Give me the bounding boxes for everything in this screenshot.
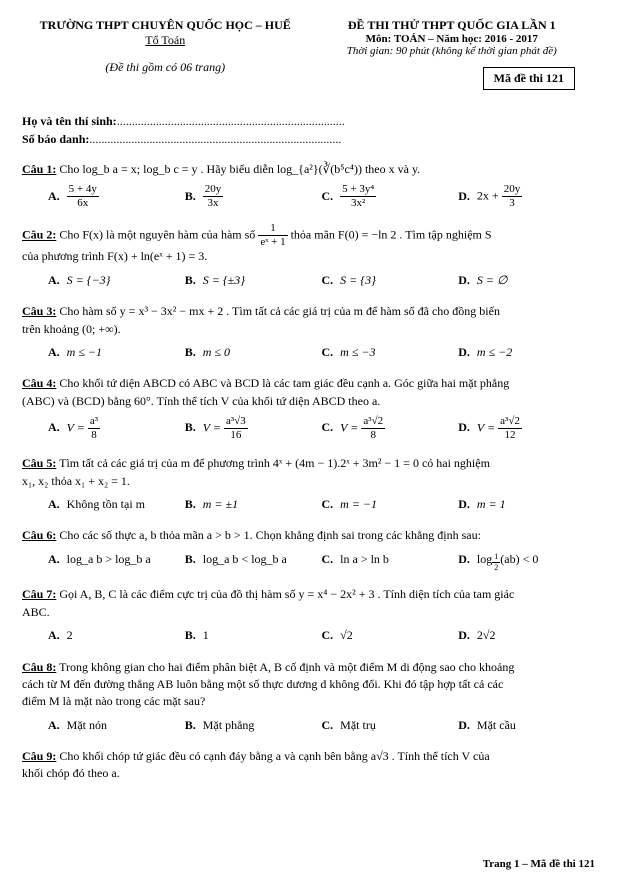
q2-p3: của phương trình F(x) + ln(eˣ + 1) = 3. <box>22 248 595 265</box>
q4-C: C. V = a³√28 <box>322 416 459 441</box>
q1-D: D. 2x + 20y3 <box>458 184 595 209</box>
q4-options: A. V = a³8 B. V = a³√316 C. V = a³√28 D.… <box>22 416 595 441</box>
exam-subject: Môn: TOÁN – Năm học: 2016 - 2017 <box>309 33 596 45</box>
q5-D: D. m = 1 <box>458 496 595 513</box>
q1-options: A. 5 + 4y6x B. 20y3x C. 5 + 3y⁴3x² D. 2x… <box>22 184 595 209</box>
q3-C: C. m ≤ −3 <box>322 344 459 361</box>
q8-text2: cách từ M đến đường thẳng AB luôn bằng m… <box>22 676 595 693</box>
q8-B: B. Mặt phẳng <box>185 717 322 734</box>
page-footer: Trang 1 – Mã đề thi 121 <box>483 858 595 870</box>
question-5: Câu 5: Tìm tất cả các giá trị của m để p… <box>22 455 595 513</box>
question-8: Câu 8: Trong không gian cho hai điểm phâ… <box>22 659 595 735</box>
q8-text3: điểm M là mặt nào trong các mặt sau? <box>22 693 595 710</box>
q7-A: A. 2 <box>48 627 185 644</box>
q4-A: A. V = a³8 <box>48 416 185 441</box>
q9-text2: khối chóp đó theo a. <box>22 765 595 782</box>
question-4: Câu 4: Cho khối tứ diện ABCD có ABC và B… <box>22 375 595 441</box>
q7-D: D. 2√2 <box>458 627 595 644</box>
exam-time: Thời gian: 90 phút (không kể thời gian p… <box>309 45 596 57</box>
q3-A: A. m ≤ −1 <box>48 344 185 361</box>
id-label: Số báo danh: <box>22 132 89 146</box>
q3-D: D. m ≤ −2 <box>458 344 595 361</box>
header-right: ĐỀ THI THỬ THPT QUỐC GIA LẦN 1 Môn: TOÁN… <box>309 18 596 90</box>
id-line: Số báo danh:............................… <box>22 132 595 147</box>
q7-C: C. √2 <box>322 627 459 644</box>
q6-text: Cho các số thực a, b thỏa mãn a > b > 1.… <box>59 528 481 542</box>
page-count-note: (Đề thi gồm có 06 trang) <box>22 60 309 75</box>
q3-text2: trên khoảng (0; +∞). <box>22 321 595 338</box>
q7-options: A. 2 B. 1 C. √2 D. 2√2 <box>22 627 595 644</box>
q6-A: A. log_a b > log_b a <box>48 551 185 573</box>
q3-label: Câu 3: <box>22 304 56 318</box>
q6-B: B. log_a b < log_b a <box>185 551 322 573</box>
q4-text1: Cho khối tứ diện ABCD có ABC và BCD là c… <box>59 376 509 390</box>
q6-options: A. log_a b > log_b a B. log_a b < log_b … <box>22 551 595 573</box>
q8-D: D. Mặt cầu <box>458 717 595 734</box>
id-dots: ........................................… <box>89 132 341 146</box>
q2-p2: thỏa mãn F(0) = −ln 2 . Tìm tập nghiệm S <box>291 228 492 242</box>
q4-D: D. V = a³√212 <box>458 416 595 441</box>
q1-label: Câu 1: <box>22 162 56 176</box>
q2-D: D. S = ∅ <box>458 272 595 289</box>
header-left: TRƯỜNG THPT CHUYÊN QUỐC HỌC – HUẾ Tổ Toá… <box>22 18 309 90</box>
name-line: Họ và tên thí sinh:.....................… <box>22 114 595 129</box>
name-dots: ........................................… <box>117 114 345 128</box>
question-7: Câu 7: Gọi A, B, C là các điểm cực trị c… <box>22 586 595 644</box>
school-name: TRƯỜNG THPT CHUYÊN QUỐC HỌC – HUẾ <box>22 18 309 33</box>
q8-options: A. Mặt nón B. Mặt phẳng C. Mặt trụ D. Mặ… <box>22 717 595 734</box>
question-6: Câu 6: Cho các số thực a, b thỏa mãn a >… <box>22 527 595 572</box>
q7-text1: Gọi A, B, C là các điểm cực trị của đồ t… <box>59 587 514 601</box>
exam-code-box: Mã đề thi 121 <box>483 67 575 90</box>
q5-B: B. m = ±1 <box>185 496 322 513</box>
q6-label: Câu 6: <box>22 528 56 542</box>
q4-text2: (ABC) và (BCD) bằng 60°. Tính thể tích V… <box>22 393 595 410</box>
q2-options: A. S = {−3} B. S = {±3} C. S = {3} D. S … <box>22 272 595 289</box>
q7-B: B. 1 <box>185 627 322 644</box>
q1-text: Cho log_b a = x; log_b c = y . Hãy biểu … <box>59 162 420 176</box>
q3-text1: Cho hàm số y = x³ − 3x² − mx + 2 . Tìm t… <box>59 304 500 318</box>
q3-B: B. m ≤ 0 <box>185 344 322 361</box>
q9-text1: Cho khối chóp tứ giác đều có cạnh đáy bằ… <box>59 749 489 763</box>
header: TRƯỜNG THPT CHUYÊN QUỐC HỌC – HUẾ Tổ Toá… <box>22 18 595 90</box>
q4-B: B. V = a³√316 <box>185 416 322 441</box>
question-9: Câu 9: Cho khối chóp tứ giác đều có cạnh… <box>22 748 595 783</box>
q1-B: B. 20y3x <box>185 184 322 209</box>
exam-page: TRƯỜNG THPT CHUYÊN QUỐC HỌC – HUẾ Tổ Toá… <box>0 0 617 878</box>
q9-label: Câu 9: <box>22 749 56 763</box>
q8-label: Câu 8: <box>22 660 56 674</box>
q5-A: A. Không tồn tại m <box>48 496 185 513</box>
q7-text2: ABC. <box>22 604 595 621</box>
q6-D: D. log12(ab) < 0 <box>458 551 595 573</box>
candidate-info: Họ và tên thí sinh:.....................… <box>22 114 595 147</box>
exam-title: ĐỀ THI THỬ THPT QUỐC GIA LẦN 1 <box>309 18 596 33</box>
q1-A: A. 5 + 4y6x <box>48 184 185 209</box>
q5-C: C. m = −1 <box>322 496 459 513</box>
q6-C: C. ln a > ln b <box>322 551 459 573</box>
q1-C: C. 5 + 3y⁴3x² <box>322 184 459 209</box>
q8-C: C. Mặt trụ <box>322 717 459 734</box>
q2-p1: Cho F(x) là một nguyên hàm của hàm số <box>59 228 258 242</box>
q4-label: Câu 4: <box>22 376 56 390</box>
q3-options: A. m ≤ −1 B. m ≤ 0 C. m ≤ −3 D. m ≤ −2 <box>22 344 595 361</box>
q5-text2: x₁, x₂ thỏa x₁ + x₂ = 1. <box>22 473 595 490</box>
question-1: Câu 1: Cho log_b a = x; log_b c = y . Hã… <box>22 161 595 209</box>
q8-text1: Trong không gian cho hai điểm phân biệt … <box>59 660 514 674</box>
question-3: Câu 3: Cho hàm số y = x³ − 3x² − mx + 2 … <box>22 303 595 361</box>
name-label: Họ và tên thí sinh: <box>22 114 117 128</box>
department: Tổ Toán <box>22 33 309 48</box>
q2-C: C. S = {3} <box>322 272 459 289</box>
q2-B: B. S = {±3} <box>185 272 322 289</box>
q7-label: Câu 7: <box>22 587 56 601</box>
q2-A: A. S = {−3} <box>48 272 185 289</box>
question-2: Câu 2: Cho F(x) là một nguyên hàm của hà… <box>22 223 595 289</box>
q5-options: A. Không tồn tại m B. m = ±1 C. m = −1 D… <box>22 496 595 513</box>
q2-label: Câu 2: <box>22 228 56 242</box>
q5-label: Câu 5: <box>22 456 56 470</box>
q5-text1: Tìm tất cả các giá trị của m để phương t… <box>59 456 490 470</box>
q8-A: A. Mặt nón <box>48 717 185 734</box>
